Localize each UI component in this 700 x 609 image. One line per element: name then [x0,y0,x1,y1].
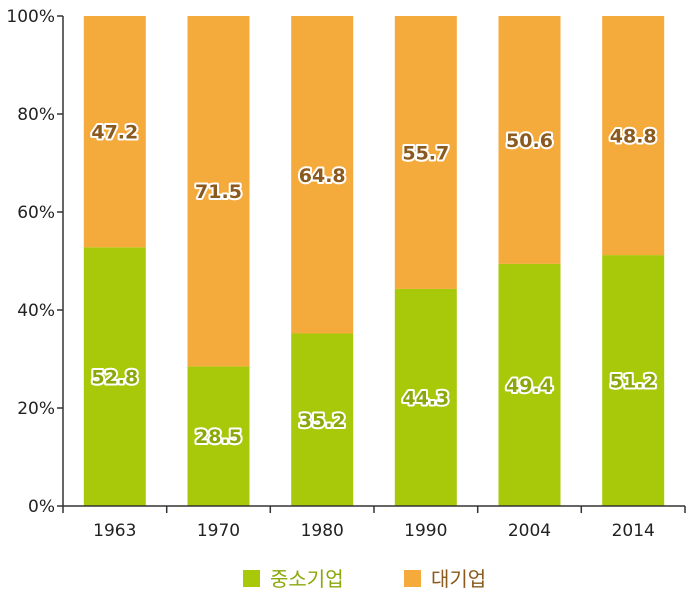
data-labels-layer: 52.8 47.2 28.5 71.5 35.2 64.8 44.3 55.7 49.4 50.6… [89,120,658,451]
legend-label-sme: 중소기업 [270,567,344,591]
bar-large-1990 [394,16,457,289]
x-tick-label-1970: 1970 [197,521,240,541]
bar-sme-1963 [83,247,146,507]
bar-large-2014 [602,16,665,256]
bar-sme-1970 [187,366,250,506]
data-label-large-2004: 50.6 [506,130,553,152]
y-tick-label-80pct: 80% [17,105,55,125]
x-tick-label-2014: 2014 [612,521,655,541]
legend: 중소기업 대기업 [243,567,486,591]
bar-large-1970 [187,16,250,367]
data-label-sme-2014: 51.2 [610,371,657,393]
bar-sme-2004 [498,263,561,506]
data-label-sme-2004: 49.4 [506,375,553,397]
x-axis: 1963 1970 1980 1990 2004 2014 [62,506,686,541]
bar-sme-1980 [291,333,354,506]
y-tick-label-40pct: 40% [17,301,55,321]
data-label-sme-1990: 44.3 [402,388,449,410]
data-label-large-1963: 47.2 [91,122,138,144]
bar-large-1980 [291,16,354,334]
bar-large-2004 [498,16,561,264]
x-tick-label-1980: 1980 [301,521,344,541]
y-tick-label-0pct: 0% [28,497,55,517]
data-label-sme-1963: 52.8 [91,367,138,389]
bar-sme-1990 [394,288,457,506]
x-tick-label-1963: 1963 [93,521,136,541]
data-label-large-1990: 55.7 [402,143,449,165]
y-tick-label-100pct: 100% [6,7,55,27]
x-tick-label-1990: 1990 [404,521,447,541]
y-tick-label-20pct: 20% [17,399,55,419]
legend-swatch-large [404,570,421,587]
data-label-large-1980: 64.8 [299,165,346,187]
bar-large-1963 [83,16,146,248]
bar-sme-2014 [602,255,665,506]
data-label-sme-1980: 35.2 [299,410,346,432]
data-label-sme-1970: 28.5 [195,426,242,448]
legend-swatch-sme [243,570,260,587]
data-label-large-2014: 48.8 [610,126,657,148]
x-tick-label-2004: 2004 [508,521,551,541]
y-axis: 0% 20% 40% 60% 80% 100% [6,7,63,517]
legend-label-large: 대기업 [431,567,486,591]
bars-layer [83,16,665,507]
data-label-large-1970: 71.5 [195,181,242,203]
y-tick-label-60pct: 60% [17,203,55,223]
